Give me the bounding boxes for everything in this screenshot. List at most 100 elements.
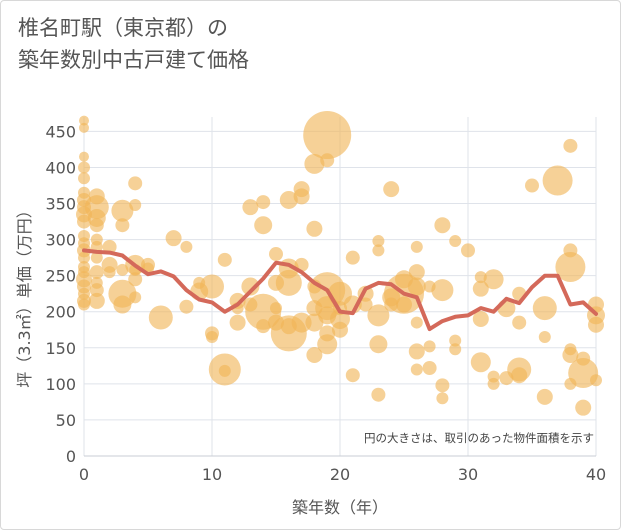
bubble-point [332,321,348,338]
y-tick-label: 150 [45,339,76,358]
bubble-point [435,378,450,393]
bubble-point [369,335,388,354]
bubble-point [218,364,231,377]
bubble-point [410,240,423,253]
bubble-point [423,340,436,353]
note-text: 円の大きさは、取引のあった物件面積を示す [364,431,594,445]
bubble-point [88,292,105,309]
chart-title: 椎名町駅（東京都）の 築年数別中古戸建て価格 [18,12,249,76]
bubble-point [256,195,271,210]
bubble-point [358,297,373,312]
bubble-point [590,374,602,387]
bubble-point [434,217,451,234]
bubble-point [563,138,578,153]
bubble-point [79,115,89,126]
bubble-point [345,368,360,383]
bubble-point [542,165,573,196]
bubble-point [293,188,310,205]
bubble-point [532,296,557,321]
y-tick-label: 100 [45,375,76,394]
bubble-point [536,388,553,405]
bubble-point [180,240,193,253]
x-tick-label: 10 [202,465,222,484]
y-tick-label: 400 [45,158,76,177]
bubble-point [472,310,489,327]
x-axis-ticks: 0 10 20 30 40 [79,465,606,484]
bubble-point [275,269,302,296]
bubble-point [242,199,259,216]
bubble-point [431,279,454,302]
bubble-point [129,198,142,211]
bubble-point [436,392,449,405]
bubble-point [128,272,143,287]
bubble-point [78,251,90,264]
x-tick-label: 40 [586,465,606,484]
chart-title-line-1: 椎名町駅（東京都）の [18,16,228,40]
bubble-point [408,264,425,281]
bubble-point [408,343,425,360]
bubble-point [116,263,129,276]
y-axis-ticks: 0 50 100 150 200 250 300 350 400 450 [45,122,76,466]
bubble-point [422,361,437,376]
bubble-point [562,347,579,364]
bubble-point [89,218,104,233]
bubble-point [102,239,117,254]
bubble-point [306,347,323,364]
trend-line-layer [82,248,598,332]
bubble-point [410,363,423,376]
bubble-point [111,199,134,222]
bubble-point [165,230,182,247]
bubble-point [304,153,325,174]
bubble-point [512,315,527,330]
bubble-point [343,295,362,314]
bubble-series [76,111,605,416]
bubble-point [306,220,323,237]
bubble-point [90,251,103,264]
y-tick-label: 50 [56,411,76,430]
bubble-point [555,252,586,283]
bubble-point [206,330,218,343]
bubble-point [487,377,500,390]
bubble-point [303,111,352,160]
bubble-point [78,161,90,174]
bubble-point [129,291,142,304]
bubble-point [229,314,246,331]
bubble-point [525,178,539,193]
bubble-point [254,216,273,235]
y-axis-title: 坪（3.3㎡）単価（万円） [15,202,34,387]
y-tick-label: 450 [45,122,76,141]
x-tick-label: 0 [79,465,89,484]
bubble-point [200,274,224,299]
bubble-point [148,305,173,330]
bubble-point [78,172,90,185]
bubble-point [217,252,232,267]
y-tick-label: 0 [66,447,76,466]
bubble-point [89,265,104,280]
bubble-point [89,283,104,298]
bubble-point [128,176,143,191]
bubble-point [269,247,283,262]
bubble-point [371,387,386,402]
y-tick-label: 350 [45,195,76,214]
bubble-point [383,181,400,198]
bubble-point [291,312,312,333]
bubble-point [270,302,282,315]
bubble-point [179,299,194,314]
bubble-point [115,218,130,233]
chart-title-line-2: 築年数別中古戸建て価格 [18,48,249,72]
bubble-point [78,298,90,311]
bubble-point [256,319,271,334]
y-tick-label: 200 [45,303,76,322]
bubble-point [449,334,462,347]
x-tick-label: 30 [458,465,478,484]
bubble-point [449,343,462,356]
bubble-point [79,151,89,162]
bubble-point [538,330,551,343]
bubble-point [472,280,489,297]
average-price-line [82,248,598,332]
bubble-point [367,304,390,327]
bubble-point [79,122,89,133]
bubble-point [396,296,412,313]
bubble-point [372,235,385,248]
bubble-point [470,352,491,373]
